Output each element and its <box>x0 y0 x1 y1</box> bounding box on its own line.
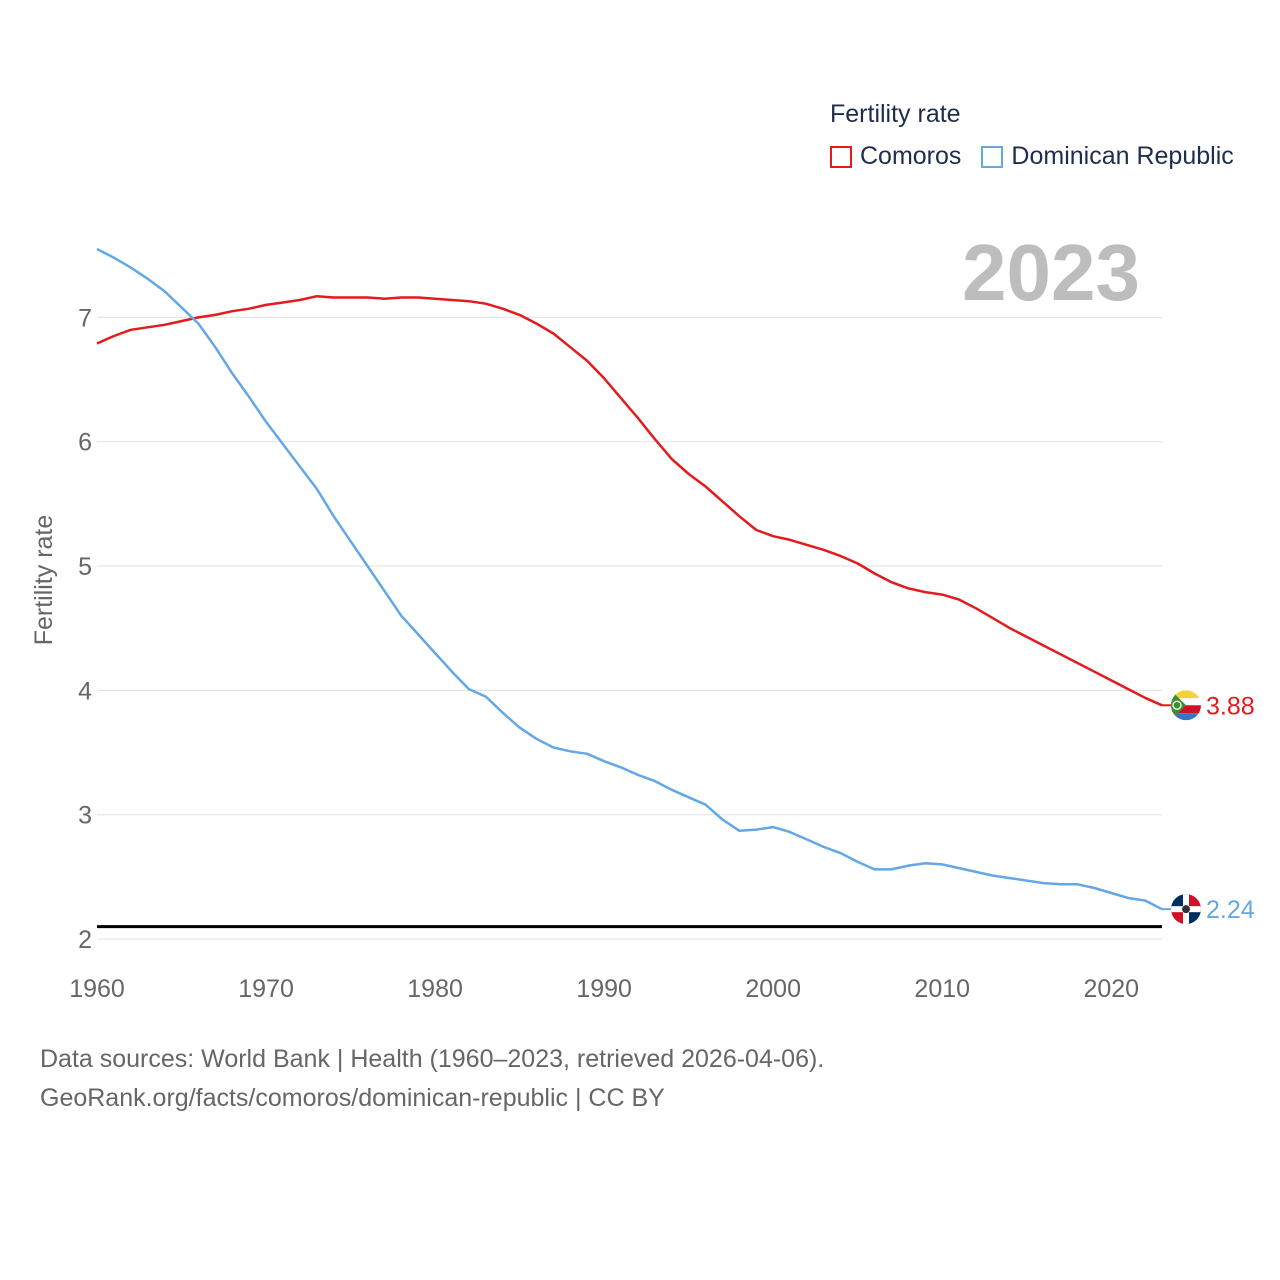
series-line-comoros <box>96 294 1163 707</box>
x-tick-label: 2000 <box>745 975 801 1003</box>
y-axis-ticks: 2 3 4 5 6 7 <box>78 304 92 954</box>
y-tick-label: 4 <box>78 677 92 705</box>
legend-label-comoros: Comoros <box>860 142 962 170</box>
x-tick-label: 1960 <box>69 975 125 1003</box>
x-tick-label: 1980 <box>407 975 463 1003</box>
y-axis-label: Fertility rate <box>30 515 58 646</box>
x-axis-ticks: 1960 1970 1980 1990 2000 2010 2020 <box>69 975 1139 1003</box>
source-url-text[interactable]: GeoRank.org/facts/comoros/dominican-repu… <box>40 1084 665 1112</box>
series-lines <box>96 247 1171 911</box>
data-source-text: Data sources: World Bank | Health (1960–… <box>40 1045 825 1073</box>
grid-lines <box>97 316 1162 940</box>
y-tick-label: 3 <box>78 802 92 830</box>
dominican-republic-end-value: 2.24 <box>1206 896 1255 924</box>
year-watermark: 2023 <box>962 228 1140 317</box>
legend-label-dominican-republic: Dominican Republic <box>1011 142 1234 170</box>
legend-item-comoros[interactable]: Comoros <box>830 142 961 171</box>
x-tick-label: 2020 <box>1083 975 1139 1003</box>
legend: Comoros Dominican Republic <box>830 142 1254 171</box>
y-tick-label: 5 <box>78 553 92 581</box>
x-tick-label: 1990 <box>576 975 632 1003</box>
legend-swatch-dominican-republic <box>981 145 1004 168</box>
comoros-end-value: 3.88 <box>1206 692 1255 720</box>
y-tick-label: 2 <box>78 926 92 954</box>
comoros-flag-icon <box>1171 690 1201 721</box>
legend-swatch-comoros <box>830 145 852 168</box>
x-tick-label: 1970 <box>238 975 294 1003</box>
x-tick-label: 2010 <box>914 975 970 1003</box>
y-tick-label: 6 <box>78 429 92 457</box>
y-tick-label: 7 <box>78 304 92 332</box>
series-line-dominican-republic <box>96 247 1163 911</box>
legend-title: Fertility rate <box>830 100 961 128</box>
legend-item-dominican-republic[interactable]: Dominican Republic <box>981 142 1234 171</box>
dominican-republic-flag-icon <box>1171 894 1201 925</box>
